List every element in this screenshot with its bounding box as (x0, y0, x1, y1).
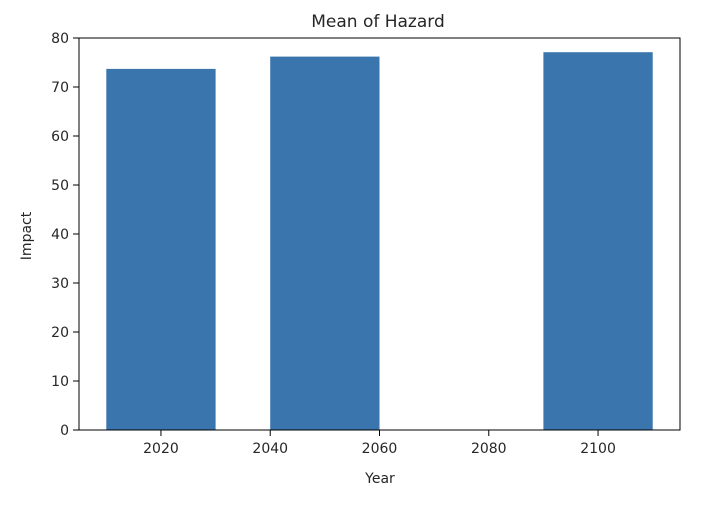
y-tick-label: 70 (51, 80, 69, 96)
x-axis: 2020 2040 2060 2080 2100 (143, 430, 616, 457)
y-tick-label: 20 (51, 325, 69, 341)
bar-2020 (106, 68, 216, 431)
bar-2100 (543, 52, 653, 430)
x-tick-label: 2020 (143, 441, 179, 457)
x-axis-label: Year (364, 471, 395, 487)
y-axis: 0 10 20 30 40 50 60 70 80 (51, 31, 79, 439)
x-tick-label: 2080 (471, 441, 507, 457)
x-tick-label: 2060 (362, 441, 398, 457)
y-tick-label: 60 (51, 129, 69, 145)
bars-layer (106, 52, 653, 431)
y-axis-label: Impact (19, 211, 35, 260)
y-tick-label: 50 (51, 178, 69, 194)
y-tick-label: 40 (51, 227, 69, 243)
y-tick-label: 80 (51, 31, 69, 47)
y-tick-label: 30 (51, 276, 69, 292)
x-tick-label: 2100 (580, 441, 616, 457)
y-tick-label: 10 (51, 374, 69, 390)
y-tick-label: 0 (60, 423, 69, 439)
x-tick-label: 2040 (252, 441, 288, 457)
bar-2050 (270, 56, 380, 430)
chart-title: Mean of Hazard (311, 12, 445, 32)
